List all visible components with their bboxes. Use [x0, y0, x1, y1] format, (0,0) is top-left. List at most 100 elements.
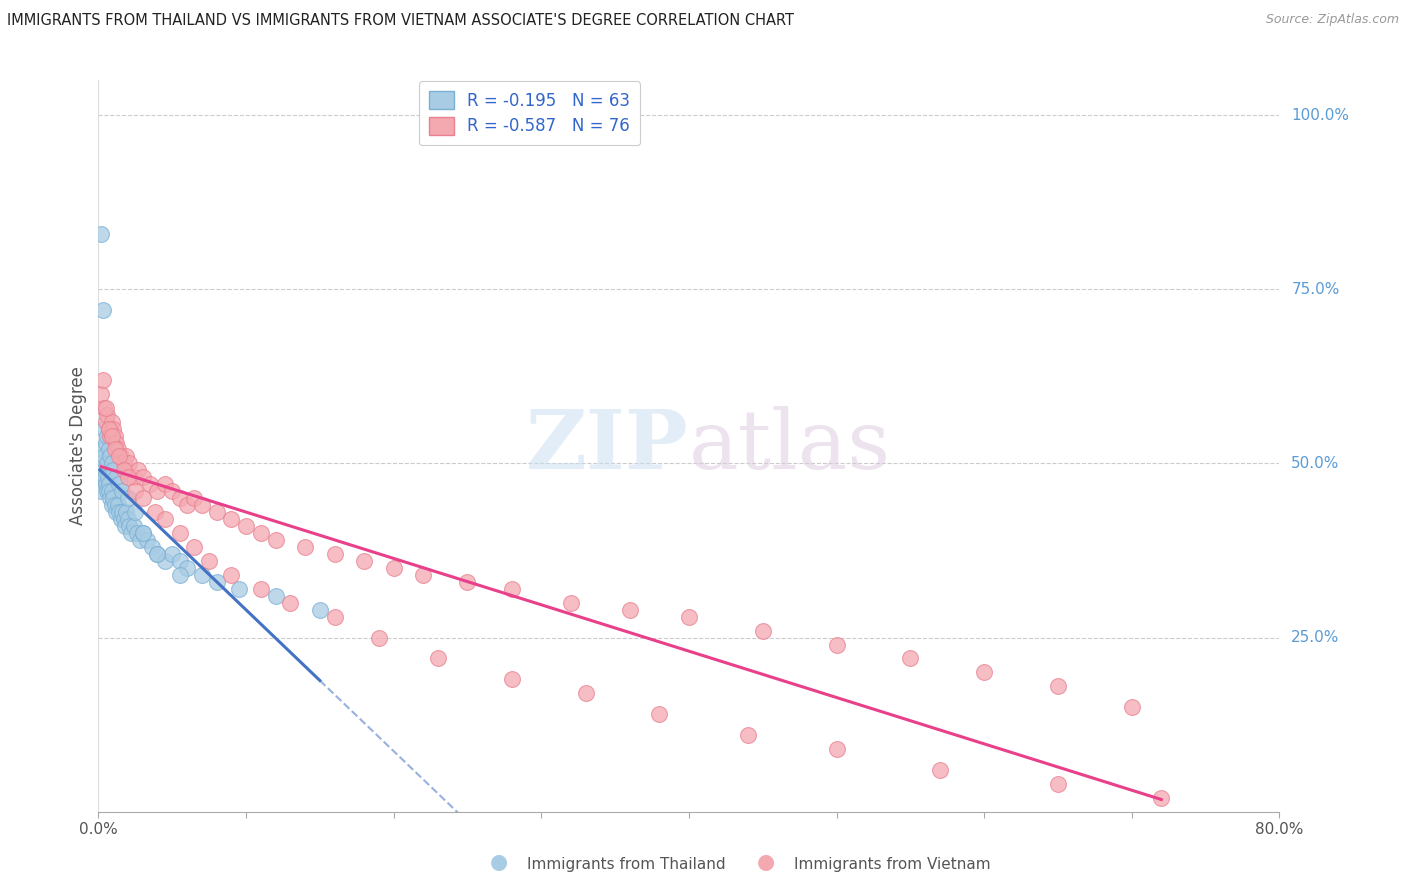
Point	[100, 457, 122, 471]
Point	[191, 567, 214, 582]
Point	[132, 470, 155, 484]
Point	[737, 728, 759, 742]
Point	[103, 491, 125, 506]
Point	[98, 491, 121, 506]
Point	[103, 421, 125, 435]
Point	[105, 435, 128, 450]
Point	[146, 484, 169, 499]
Point	[107, 498, 129, 512]
Text: ●: ●	[758, 853, 775, 872]
Point	[1121, 700, 1143, 714]
Point	[412, 567, 434, 582]
Text: atlas: atlas	[689, 406, 891, 486]
Point	[97, 421, 120, 435]
Text: 50.0%: 50.0%	[1291, 456, 1340, 471]
Point	[198, 554, 221, 568]
Point	[825, 742, 848, 756]
Point	[100, 428, 122, 442]
Point	[146, 547, 169, 561]
Text: 100.0%: 100.0%	[1291, 108, 1350, 122]
Point	[368, 631, 391, 645]
Point	[136, 533, 159, 547]
Point	[323, 609, 346, 624]
Point	[90, 386, 112, 401]
Point	[162, 547, 183, 561]
Point	[108, 477, 131, 491]
Point	[101, 484, 124, 499]
Point	[105, 505, 128, 519]
Point	[115, 450, 138, 464]
Point	[90, 484, 112, 499]
Point	[128, 533, 150, 547]
Point	[382, 561, 405, 575]
Point	[143, 505, 166, 519]
Text: IMMIGRANTS FROM THAILAND VS IMMIGRANTS FROM VIETNAM ASSOCIATE'S DEGREE CORRELATI: IMMIGRANTS FROM THAILAND VS IMMIGRANTS F…	[7, 13, 794, 29]
Point	[91, 303, 114, 318]
Point	[309, 603, 332, 617]
Point	[112, 457, 135, 471]
Point	[104, 442, 127, 457]
Point	[112, 463, 135, 477]
Point	[250, 526, 273, 541]
Point	[94, 435, 117, 450]
Point	[118, 519, 141, 533]
Point	[91, 470, 114, 484]
Point	[219, 512, 243, 526]
Point	[94, 401, 117, 415]
Point	[117, 491, 139, 506]
Point	[103, 463, 125, 477]
Point	[205, 505, 228, 519]
Point	[132, 491, 155, 506]
Point	[89, 477, 111, 491]
Point	[97, 470, 120, 484]
Point	[146, 547, 169, 561]
Point	[162, 484, 183, 499]
Point	[122, 519, 145, 533]
Point	[104, 498, 127, 512]
Point	[264, 589, 287, 603]
Point	[183, 540, 205, 554]
Point	[574, 686, 596, 700]
Point	[132, 526, 155, 541]
Point	[139, 477, 162, 491]
Text: 25.0%: 25.0%	[1291, 630, 1340, 645]
Point	[560, 596, 582, 610]
Text: Immigrants from Vietnam: Immigrants from Vietnam	[794, 857, 991, 872]
Point	[278, 596, 302, 610]
Point	[456, 574, 478, 589]
Point	[97, 442, 120, 457]
Point	[264, 533, 287, 547]
Point	[93, 450, 115, 464]
Point	[107, 442, 129, 457]
Point	[98, 428, 121, 442]
Point	[191, 498, 214, 512]
Point	[900, 651, 922, 665]
Point	[108, 450, 131, 464]
Point	[427, 651, 450, 665]
Text: Immigrants from Thailand: Immigrants from Thailand	[527, 857, 725, 872]
Point	[110, 512, 132, 526]
Y-axis label: Associate's Degree: Associate's Degree	[69, 367, 87, 525]
Point	[90, 227, 112, 241]
Point	[122, 470, 145, 484]
Point	[96, 457, 118, 471]
Point	[117, 512, 139, 526]
Point	[105, 470, 128, 484]
Point	[124, 484, 146, 499]
Point	[112, 512, 135, 526]
Point	[323, 547, 346, 561]
Point	[91, 373, 114, 387]
Text: ZIP: ZIP	[526, 406, 689, 486]
Point	[169, 526, 191, 541]
Point	[825, 638, 848, 652]
Point	[1046, 679, 1069, 693]
Point	[94, 477, 117, 491]
Point	[98, 450, 121, 464]
Point	[501, 673, 523, 687]
Point	[111, 505, 134, 519]
Point	[132, 526, 155, 541]
Point	[353, 554, 375, 568]
Point	[501, 582, 523, 596]
Legend: R = -0.195   N = 63, R = -0.587   N = 76: R = -0.195 N = 63, R = -0.587 N = 76	[419, 81, 640, 145]
Point	[93, 421, 115, 435]
